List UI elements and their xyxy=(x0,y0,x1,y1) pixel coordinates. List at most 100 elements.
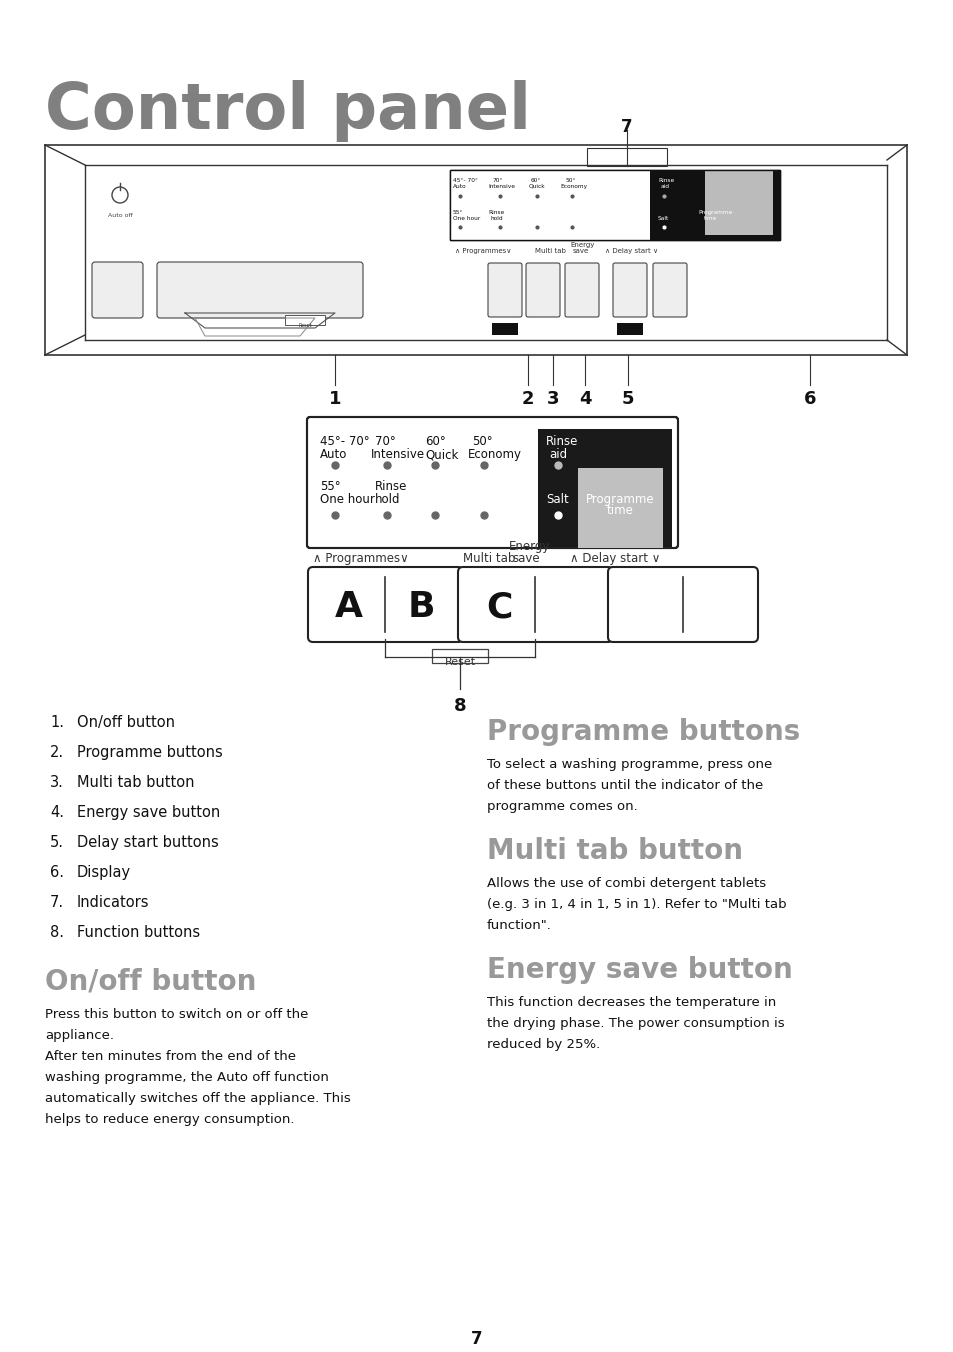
Text: Intensive: Intensive xyxy=(371,448,425,461)
Text: ∧ Delay start ∨: ∧ Delay start ∨ xyxy=(569,552,659,565)
Text: save: save xyxy=(573,247,589,254)
Text: 55°: 55° xyxy=(453,210,463,215)
Text: 6.: 6. xyxy=(50,865,64,880)
Text: Energy save button: Energy save button xyxy=(486,956,792,984)
Text: 1.: 1. xyxy=(50,715,64,730)
Bar xyxy=(704,170,772,235)
FancyBboxPatch shape xyxy=(450,170,780,241)
FancyBboxPatch shape xyxy=(652,264,686,316)
Text: programme comes on.: programme comes on. xyxy=(486,800,638,813)
Text: Press this button to switch on or off the: Press this button to switch on or off th… xyxy=(45,1009,308,1021)
Text: Economy: Economy xyxy=(468,448,521,461)
Text: function".: function". xyxy=(486,919,551,932)
FancyBboxPatch shape xyxy=(525,264,559,316)
Text: Multi tab: Multi tab xyxy=(535,247,565,254)
Text: B: B xyxy=(407,589,435,625)
Text: Delay start buttons: Delay start buttons xyxy=(77,836,218,850)
Text: 8.: 8. xyxy=(50,925,64,940)
Text: Multi tab button: Multi tab button xyxy=(77,775,194,790)
Text: 70°: 70° xyxy=(375,435,395,448)
Text: Rinse: Rinse xyxy=(545,435,578,448)
Text: washing programme, the Auto off function: washing programme, the Auto off function xyxy=(45,1071,329,1084)
Text: One hour: One hour xyxy=(453,216,479,220)
Bar xyxy=(450,170,649,241)
Text: 60°: 60° xyxy=(424,435,445,448)
Bar xyxy=(586,147,666,166)
Text: Rinse: Rinse xyxy=(488,210,504,215)
Text: Energy save button: Energy save button xyxy=(77,804,220,821)
Text: 7: 7 xyxy=(471,1330,482,1348)
Text: 55°: 55° xyxy=(319,480,340,493)
Text: 6: 6 xyxy=(803,389,816,408)
Text: 50°: 50° xyxy=(472,435,492,448)
Text: Economy: Economy xyxy=(559,184,586,189)
FancyBboxPatch shape xyxy=(607,566,758,642)
Text: Auto off: Auto off xyxy=(108,214,132,218)
Text: time: time xyxy=(703,216,717,220)
Text: automatically switches off the appliance. This: automatically switches off the appliance… xyxy=(45,1092,351,1105)
Bar xyxy=(285,315,325,324)
Text: ∧ Delay start ∨: ∧ Delay start ∨ xyxy=(604,247,658,254)
Text: On/off button: On/off button xyxy=(45,968,256,996)
Bar xyxy=(578,468,662,548)
Text: Auto: Auto xyxy=(453,184,466,189)
Text: Quick: Quick xyxy=(529,184,545,189)
Text: Quick: Quick xyxy=(424,448,457,461)
Text: Intensive: Intensive xyxy=(488,184,515,189)
FancyBboxPatch shape xyxy=(157,262,363,318)
Text: helps to reduce energy consumption.: helps to reduce energy consumption. xyxy=(45,1113,294,1126)
Text: Programme: Programme xyxy=(698,210,732,215)
Bar xyxy=(432,649,488,662)
Text: 7: 7 xyxy=(620,118,632,137)
Text: hold: hold xyxy=(491,216,503,220)
Text: Allows the use of combi detergent tablets: Allows the use of combi detergent tablet… xyxy=(486,877,765,890)
Text: Reset: Reset xyxy=(298,323,312,329)
Text: Programme: Programme xyxy=(585,493,654,506)
Text: 50°: 50° xyxy=(565,178,576,183)
FancyBboxPatch shape xyxy=(91,262,143,318)
Text: of these buttons until the indicator of the: of these buttons until the indicator of … xyxy=(486,779,762,792)
Text: C: C xyxy=(485,589,512,625)
Text: Function buttons: Function buttons xyxy=(77,925,200,940)
Text: After ten minutes from the end of the: After ten minutes from the end of the xyxy=(45,1051,295,1063)
FancyBboxPatch shape xyxy=(307,416,678,548)
FancyBboxPatch shape xyxy=(457,566,613,642)
Text: 8: 8 xyxy=(454,698,466,715)
Text: Display: Display xyxy=(77,865,131,880)
Text: ∧ Programmes∨: ∧ Programmes∨ xyxy=(313,552,408,565)
Text: This function decreases the temperature in: This function decreases the temperature … xyxy=(486,996,776,1009)
Text: Multi tab button: Multi tab button xyxy=(486,837,742,865)
Text: Rinse: Rinse xyxy=(658,178,674,183)
Text: Reset: Reset xyxy=(444,657,475,667)
Text: Energy: Energy xyxy=(569,242,594,247)
Text: (e.g. 3 in 1, 4 in 1, 5 in 1). Refer to "Multi tab: (e.g. 3 in 1, 4 in 1, 5 in 1). Refer to … xyxy=(486,898,786,911)
Text: Salt: Salt xyxy=(545,493,568,506)
Text: 4.: 4. xyxy=(50,804,64,821)
Text: 5: 5 xyxy=(621,389,634,408)
FancyBboxPatch shape xyxy=(613,264,646,316)
Text: 1: 1 xyxy=(329,389,341,408)
Text: hold: hold xyxy=(375,493,400,506)
Text: 4: 4 xyxy=(578,389,591,408)
Text: On/off button: On/off button xyxy=(77,715,174,730)
Text: the drying phase. The power consumption is: the drying phase. The power consumption … xyxy=(486,1017,783,1030)
Text: 7.: 7. xyxy=(50,895,64,910)
Text: 2: 2 xyxy=(521,389,534,408)
Text: appliance.: appliance. xyxy=(45,1029,113,1042)
Text: Control panel: Control panel xyxy=(45,80,531,142)
Text: 45°- 70°: 45°- 70° xyxy=(453,178,477,183)
Text: One hour: One hour xyxy=(319,493,375,506)
Bar xyxy=(492,323,517,335)
Text: Energy: Energy xyxy=(509,539,550,553)
Text: A: A xyxy=(335,589,363,625)
Text: time: time xyxy=(606,504,633,516)
FancyBboxPatch shape xyxy=(564,264,598,316)
Text: Auto: Auto xyxy=(319,448,347,461)
Text: 45°- 70°: 45°- 70° xyxy=(319,435,369,448)
Bar xyxy=(617,323,642,335)
Text: 70°: 70° xyxy=(493,178,503,183)
Text: aid: aid xyxy=(548,448,566,461)
Text: 2.: 2. xyxy=(50,745,64,760)
Text: Rinse: Rinse xyxy=(375,480,407,493)
FancyBboxPatch shape xyxy=(308,566,462,642)
